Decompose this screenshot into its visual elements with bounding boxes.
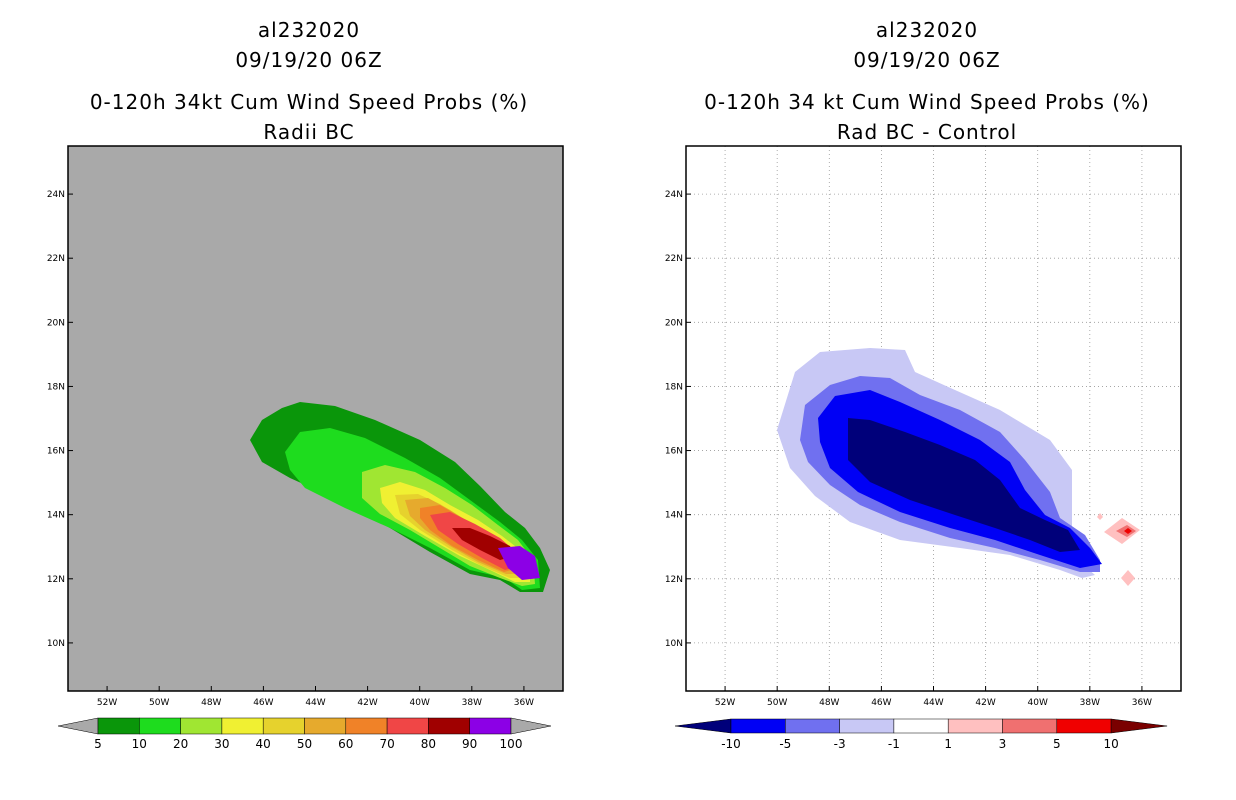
contour-80	[452, 528, 515, 560]
colorbar-label: 5	[94, 737, 102, 751]
x-tick-label: 50W	[149, 698, 169, 708]
left-colorbar: 5 10 20 30 40 50 60 70 80 90 100	[57, 717, 552, 751]
x-tick-label: 46W	[253, 698, 273, 708]
y-tick-label: 18N	[47, 382, 65, 392]
colorbar-label: 50	[297, 737, 312, 751]
x-tick-label: 48W	[201, 698, 221, 708]
x-tick-label: 52W	[97, 698, 117, 708]
right-datetime: 09/19/20 06Z	[853, 48, 1001, 72]
left-x-axis: 52W 50W 48W 46W 44W 42W 40W 38W 36W	[97, 686, 534, 708]
right-chart-subtitle: Rad BC - Control	[836, 120, 1018, 144]
left-prob-contours	[250, 402, 550, 592]
left-y-axis: 10N 12N 14N 16N 18N 20N 22N 24N	[47, 190, 73, 649]
left-chart-title: 0-120h 34kt Cum Wind Speed Probs (%)	[89, 90, 529, 114]
x-tick-label: 36W	[514, 698, 534, 708]
colorbar-swatch	[304, 717, 347, 735]
colorbar-label: 20	[173, 737, 188, 751]
colorbar-swatch	[221, 717, 264, 735]
colorbar-swatch	[97, 717, 140, 735]
right-chart-title: 0-120h 34 kt Cum Wind Speed Probs (%)	[704, 90, 1150, 114]
colorbar-label: 60	[338, 737, 353, 751]
y-tick-label: 24N	[47, 190, 65, 200]
y-tick-label: 16N	[47, 447, 65, 457]
y-tick-label: 12N	[47, 575, 65, 585]
y-tick-label: 22N	[47, 254, 65, 264]
y-tick-label: 20N	[47, 318, 65, 328]
x-tick-label: 40W	[410, 698, 430, 708]
colorbar-swatch	[262, 717, 305, 735]
right-storm-id: al232020	[875, 18, 979, 42]
colorbar-label: 40	[256, 737, 271, 751]
colorbar-label: 100	[500, 737, 523, 751]
y-tick-label: 10N	[47, 639, 65, 649]
left-storm-id: al232020	[257, 18, 361, 42]
x-tick-label: 38W	[462, 698, 482, 708]
colorbar-swatch	[428, 717, 470, 735]
colorbar-arrow-high	[510, 717, 552, 735]
x-tick-label: 42W	[357, 698, 377, 708]
colorbar-swatch	[345, 717, 388, 735]
colorbar-label: 70	[379, 737, 394, 751]
colorbar-label: 30	[214, 737, 229, 751]
colorbar-swatch	[386, 717, 429, 735]
left-chart-subtitle: Radii BC	[263, 120, 355, 144]
colorbar-label: 80	[421, 737, 436, 751]
colorbar-label: 90	[462, 737, 477, 751]
colorbar-swatch	[469, 717, 512, 735]
colorbar-label: 10	[132, 737, 147, 751]
y-tick-label: 14N	[47, 511, 65, 521]
contour-90	[498, 546, 540, 580]
x-tick-label: 44W	[305, 698, 325, 708]
left-datetime: 09/19/20 06Z	[235, 48, 383, 72]
colorbar-swatch	[139, 717, 181, 735]
colorbar-arrow-low	[57, 717, 99, 735]
colorbar-swatch	[180, 717, 223, 735]
